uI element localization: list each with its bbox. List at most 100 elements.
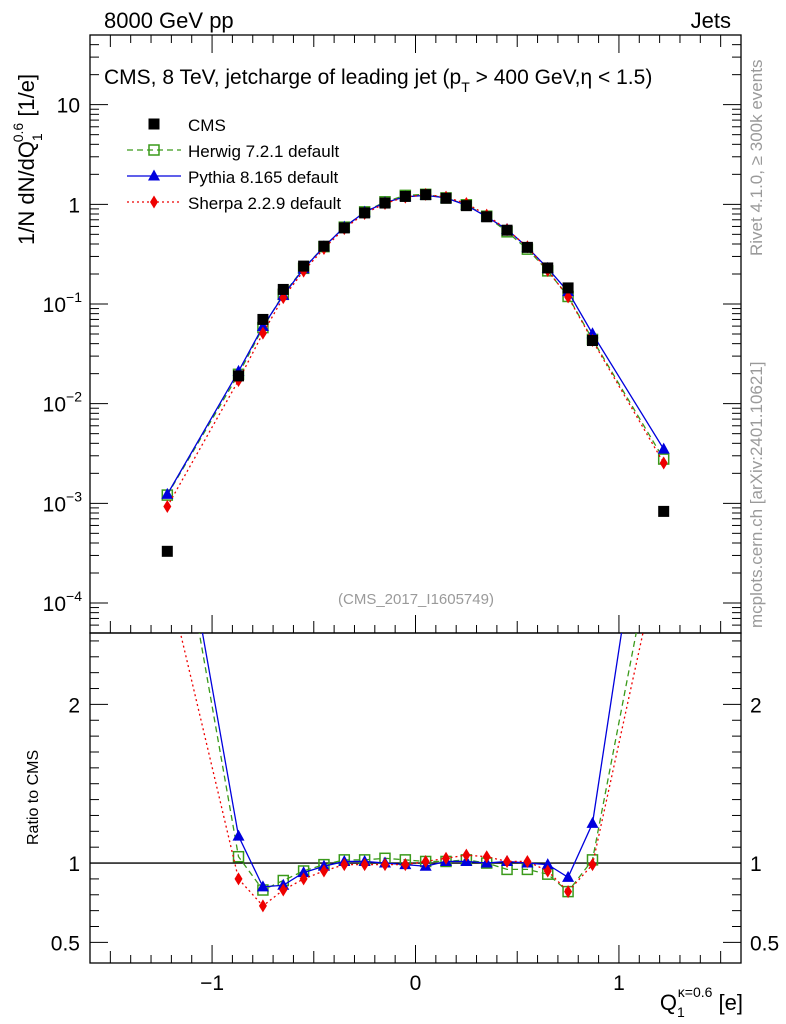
legend-label: Herwig 7.2.1 default bbox=[188, 142, 339, 161]
ratio-point bbox=[340, 858, 349, 872]
x-tick-label: 1 bbox=[613, 972, 625, 995]
mcplots-label: mcplots.cern.ch [arXiv:2401.10621] bbox=[747, 362, 766, 628]
main-y-label: 1/N dN/dQ10.6 [1/e] bbox=[10, 74, 45, 245]
header-right: Jets bbox=[691, 8, 731, 33]
data-point bbox=[420, 189, 432, 201]
x-axis-label: Q1κ=0.6 [e] bbox=[660, 984, 743, 1020]
main-y-axis-ticks: 10 1 10−1 10−2 10−3 10−4 bbox=[43, 34, 741, 634]
legend-label: CMS bbox=[188, 116, 226, 135]
main-series bbox=[161, 187, 670, 557]
legend-item: Sherpa 2.2.9 default bbox=[127, 194, 341, 213]
data-point bbox=[460, 200, 472, 212]
ratio-y-tick-label-right: 2 bbox=[750, 694, 762, 717]
ratio-y-tick-label-right: 0.5 bbox=[750, 932, 779, 955]
ratio-point bbox=[421, 854, 430, 868]
ratio-series bbox=[90, 633, 741, 913]
ratio-point bbox=[297, 866, 310, 878]
data-point bbox=[256, 319, 269, 331]
ratio-point bbox=[462, 848, 471, 862]
data-point bbox=[564, 290, 573, 304]
data-point bbox=[440, 192, 452, 204]
main-y-tick-label: 10−2 bbox=[43, 389, 83, 417]
ratio-point bbox=[279, 883, 288, 897]
data-point bbox=[163, 499, 172, 513]
ratio-y-tick-label-right: 1 bbox=[750, 853, 762, 876]
data-point bbox=[542, 262, 554, 274]
ratio-point bbox=[523, 854, 532, 868]
legend-marker bbox=[148, 144, 160, 156]
rivet-label: Rivet 4.1.0, ≥ 300k events bbox=[747, 60, 766, 256]
header-left: 8000 GeV pp bbox=[104, 8, 234, 33]
ratio-point bbox=[319, 864, 328, 878]
series-line bbox=[166, 193, 665, 507]
ratio-point bbox=[360, 858, 369, 872]
ratio-point bbox=[299, 872, 308, 886]
data-point bbox=[521, 241, 533, 253]
ratio-point bbox=[562, 870, 575, 882]
data-point bbox=[399, 190, 411, 202]
legend-item: Pythia 8.165 default bbox=[127, 168, 339, 187]
ratio-point bbox=[503, 854, 512, 868]
ratio-y-tick-label: 0.5 bbox=[51, 932, 80, 955]
data-point bbox=[338, 222, 350, 234]
series-sherpa-2-2-9-default bbox=[163, 187, 668, 513]
ratio-point bbox=[380, 858, 389, 872]
data-point bbox=[233, 370, 245, 382]
ratio-y-tick-label: 2 bbox=[68, 694, 80, 717]
data-point bbox=[657, 442, 670, 454]
legend-label: Pythia 8.165 default bbox=[188, 168, 339, 187]
data-point bbox=[481, 211, 493, 223]
legend-item: Herwig 7.2.1 default bbox=[127, 142, 339, 161]
data-point bbox=[318, 240, 330, 252]
ratio-point bbox=[543, 864, 552, 878]
ratio-point bbox=[256, 880, 269, 892]
ratio-line bbox=[179, 633, 644, 907]
data-point bbox=[258, 326, 267, 340]
legend-marker bbox=[148, 118, 160, 130]
main-y-tick-label: 10−1 bbox=[43, 289, 83, 317]
ratio-y-label: Ratio to CMS bbox=[25, 750, 42, 845]
data-point bbox=[659, 456, 668, 470]
data-point bbox=[501, 224, 513, 236]
legend-marker bbox=[148, 169, 160, 181]
x-tick-label: 0 bbox=[410, 972, 422, 995]
x-tick-label: −1 bbox=[200, 972, 224, 995]
data-point bbox=[658, 505, 670, 517]
ratio-point bbox=[586, 816, 599, 828]
ratio-point bbox=[482, 850, 491, 864]
ratio-sherpa-2-2-9-default bbox=[179, 633, 644, 913]
ratio-point bbox=[232, 829, 245, 841]
data-point bbox=[161, 487, 174, 499]
ratio-axis-ticks: 2 2 1 1 0.5 0.5 −1 0 1 bbox=[51, 640, 779, 995]
ratio-point bbox=[442, 851, 451, 865]
ratio-point bbox=[401, 858, 410, 872]
main-y-tick-label: 1 bbox=[68, 194, 80, 217]
ratio-point bbox=[258, 899, 267, 913]
ratio-point bbox=[588, 858, 597, 872]
legend: CMS Herwig 7.2.1 default Pythia 8.165 defa… bbox=[127, 116, 341, 213]
ratio-point bbox=[234, 872, 243, 886]
main-y-tick-label: 10−4 bbox=[43, 588, 83, 616]
series-cms bbox=[161, 189, 670, 557]
data-point bbox=[161, 545, 173, 557]
legend-label: Sherpa 2.2.9 default bbox=[188, 194, 341, 213]
data-point bbox=[359, 207, 371, 219]
analysis-id: (CMS_2017_I1605749) bbox=[338, 591, 494, 608]
data-point bbox=[562, 282, 574, 294]
data-point bbox=[379, 197, 391, 209]
data-point bbox=[586, 335, 598, 347]
ratio-panel-frame bbox=[89, 632, 742, 964]
main-y-tick-label: 10−3 bbox=[43, 488, 83, 516]
ratio-point bbox=[541, 858, 554, 870]
data-point bbox=[257, 313, 269, 325]
ratio-line bbox=[198, 633, 637, 893]
data-point bbox=[277, 283, 289, 295]
legend-marker bbox=[150, 195, 158, 209]
ratio-point bbox=[564, 885, 573, 899]
legend-item: CMS bbox=[148, 116, 226, 135]
data-point bbox=[298, 260, 310, 272]
main-y-tick-label: 10 bbox=[57, 95, 80, 118]
plot-title: CMS, 8 TeV, jetcharge of leading jet (pT… bbox=[104, 66, 652, 95]
ratio-y-tick-label: 1 bbox=[68, 853, 80, 876]
